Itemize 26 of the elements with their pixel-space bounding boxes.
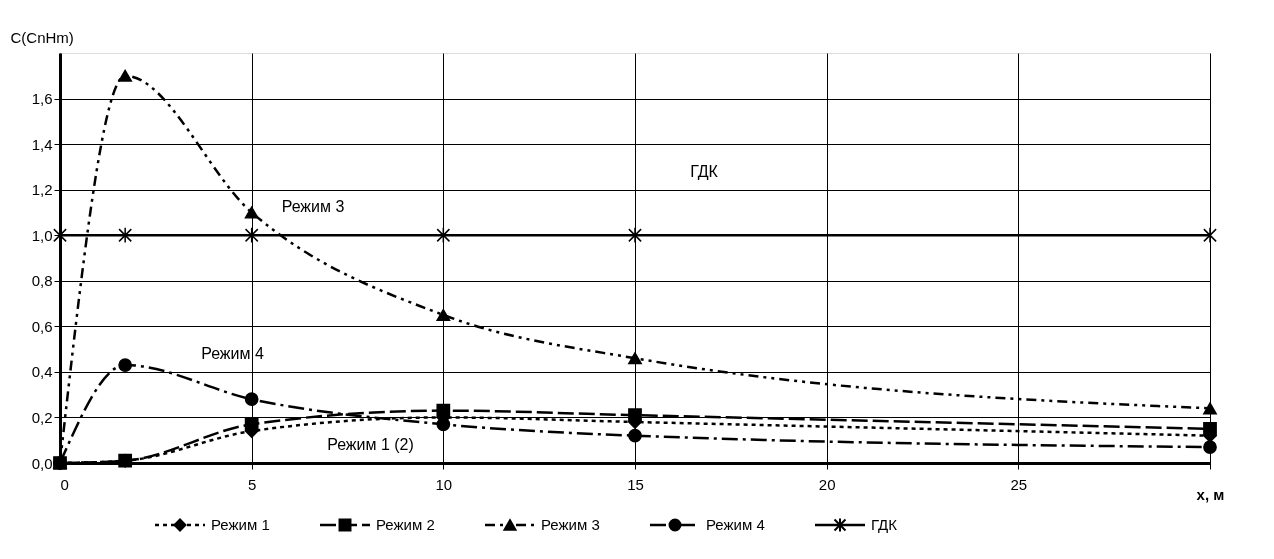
legend-label: Режим 1	[211, 516, 270, 533]
x-tick-label: 10	[435, 475, 453, 493]
legend-label: ГДК	[871, 516, 898, 533]
x-tick-label: 5	[247, 475, 257, 493]
annotation: Режим 4	[201, 345, 264, 363]
annotation: Режим 3	[281, 197, 345, 215]
x-tick-label: 0	[60, 475, 69, 493]
y-tick-label: 1,2	[31, 181, 53, 199]
x-tick-label: 20	[818, 475, 836, 493]
y-tick-label: 1,4	[31, 135, 53, 153]
x-tick-label: 25	[1010, 475, 1028, 493]
legend-label: Режим 2	[376, 516, 435, 533]
y-tick-label: 1,0	[31, 226, 53, 244]
y-tick-label: 0,4	[31, 363, 53, 381]
annotation: ГДК	[690, 162, 719, 180]
y-tick-label: 0,0	[31, 454, 53, 472]
x-axis-title: x, м	[1196, 485, 1225, 503]
y-tick-label: 0,2	[31, 408, 53, 426]
y-tick-label: 1,6	[31, 90, 53, 108]
x-tick-label: 15	[627, 475, 644, 493]
legend-label: Режим 3	[541, 516, 600, 533]
y-tick-label: 0,6	[31, 317, 53, 335]
y-tick-label: 0,8	[31, 272, 53, 290]
y-axis-title: C(CnHm)	[10, 28, 74, 46]
annotation: Режим 1 (2)	[327, 435, 414, 453]
legend-label: Режим 4	[706, 516, 765, 533]
